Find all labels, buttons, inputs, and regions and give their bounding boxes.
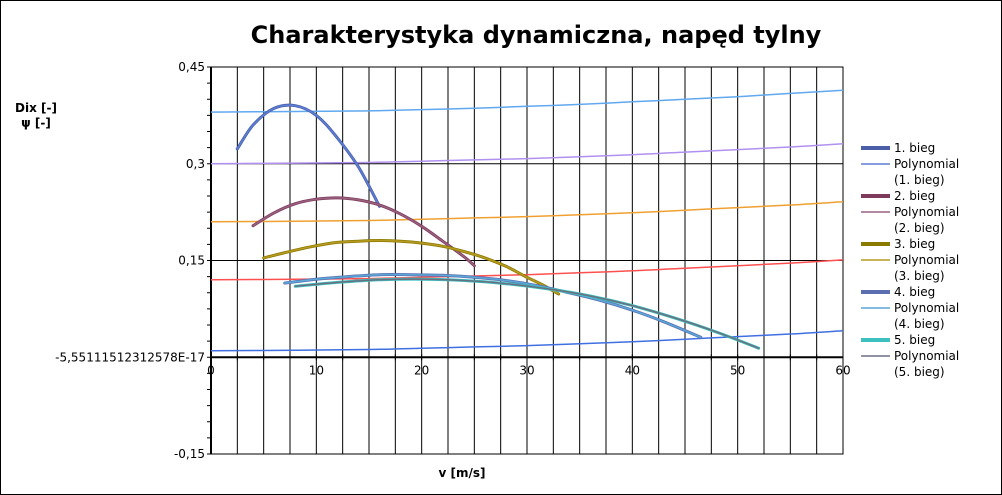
- y-tick-label: -5,55111512312578E-17: [55, 350, 205, 364]
- legend-entry-text: (4. bieg): [894, 317, 945, 331]
- y-axis-label-line: ψ [-]: [21, 116, 51, 130]
- y-axis-label: Dix [-]ψ [-]: [15, 101, 57, 130]
- legend-entry-text: 3. bieg: [894, 237, 935, 251]
- trend-line-4: [252, 197, 476, 267]
- legend-entry-text: (1. bieg): [894, 173, 945, 187]
- y-tick-label: 0,15: [178, 254, 205, 268]
- x-tick-label: 30: [519, 363, 534, 377]
- x-tick-label: 40: [625, 363, 640, 377]
- resistance-line-2: [210, 259, 844, 281]
- legend-entry-text: 1. bieg: [894, 141, 935, 155]
- legend-entry-text: Polynomial: [894, 253, 959, 267]
- legend: 1. bieg Polynomial (1. bieg) 2. bieg Polynom…: [861, 141, 959, 379]
- x-tick-label: 10: [309, 363, 324, 377]
- legend-entry-text: 5. bieg: [894, 333, 935, 347]
- legend-entry-text: (3. bieg): [894, 269, 945, 283]
- legend-entry-text: (5. bieg): [894, 365, 945, 379]
- trend-line-6: [262, 239, 560, 295]
- legend-entry-text: Polynomial: [894, 349, 959, 363]
- trend-line-10: [294, 278, 760, 349]
- trend-line-2: [236, 104, 381, 208]
- tick-labels: 0 10 20 30 40 50 60 -0,15 -5,55111512312578E-17 0…: [55, 60, 851, 461]
- legend-entry-text: Polynomial: [894, 205, 959, 219]
- x-tick-label: 60: [835, 363, 850, 377]
- resistance-line-5: [210, 89, 844, 113]
- legend-entry-text: Polynomial: [894, 157, 959, 171]
- series-group: [210, 89, 844, 352]
- x-tick-label: 0: [207, 363, 215, 377]
- x-tick-label: 20: [414, 363, 429, 377]
- resistance-line-1: [210, 330, 844, 352]
- resistance-line-4: [210, 143, 844, 165]
- legend-entry-text: Polynomial: [894, 301, 959, 315]
- trend-line-8: [283, 273, 702, 339]
- y-tick-label: 0,45: [178, 60, 205, 74]
- legend-entry-text: 4. bieg: [894, 285, 935, 299]
- x-tick-label: 50: [730, 363, 745, 377]
- legend-entry-text: 2. bieg: [894, 189, 935, 203]
- y-tick-label: -0,15: [174, 447, 205, 461]
- legend-entry-text: (2. bieg): [894, 221, 945, 235]
- y-tick-label: 0,3: [186, 157, 205, 171]
- y-axis-label-line: Dix [-]: [15, 101, 57, 115]
- resistance-line-3: [210, 201, 844, 223]
- x-axis-label: v [m/s]: [439, 466, 486, 480]
- chart-title: Charakterystyka dynamiczna, napęd tylny: [251, 21, 822, 49]
